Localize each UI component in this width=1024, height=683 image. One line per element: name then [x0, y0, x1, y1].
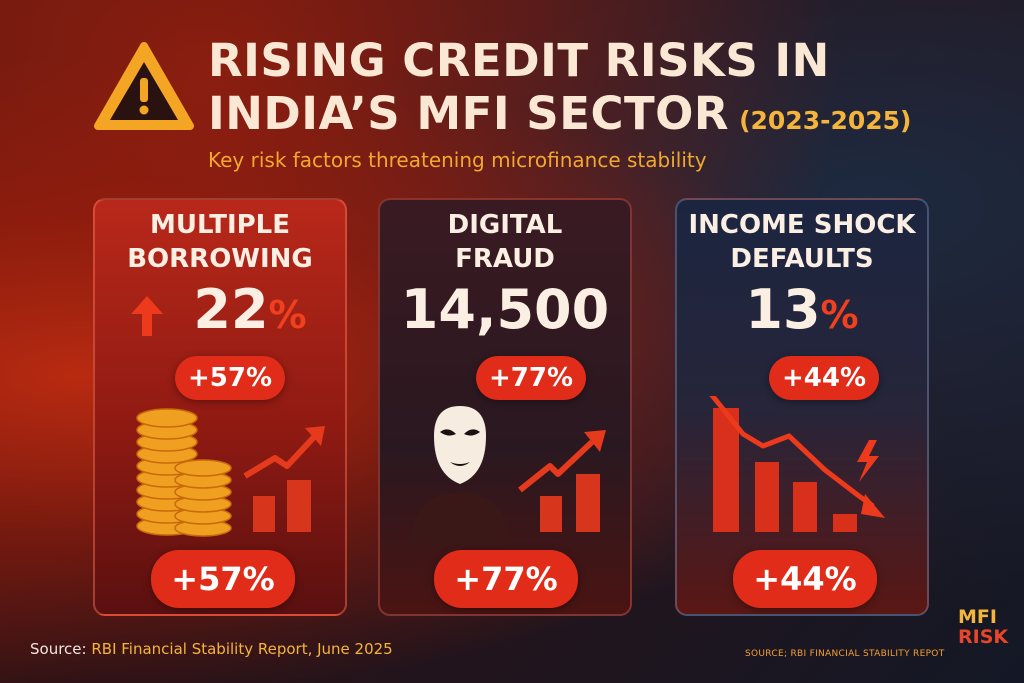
change-badge-small: +57% — [175, 356, 285, 400]
change-badge-small: +77% — [476, 356, 586, 400]
rising-bar-chart-icon — [518, 430, 606, 532]
card-digital-fraud: DIGITAL FRAUD 14,500 +77% +77% — [378, 198, 632, 616]
masked-fraudster-icon — [410, 406, 510, 546]
page-title: RISING CREDIT RISKS IN INDIA’S MFI SECTO… — [208, 34, 911, 147]
title-line-2: INDIA’S MFI SECTOR — [208, 87, 730, 140]
card-value-number: 13 — [745, 278, 821, 341]
warning-icon — [94, 42, 194, 130]
card-title-line-1: MULTIPLE — [149, 210, 291, 240]
card-title-line-2: BORROWING — [127, 244, 313, 274]
card-illustration — [136, 408, 325, 537]
arrow-up-icon — [131, 296, 163, 336]
title-line-1: RISING CREDIT RISKS IN — [208, 34, 830, 87]
card-title-line-1: INCOME SHOCK — [688, 210, 916, 240]
card-value: 14,500 — [380, 280, 630, 340]
card-multiple-borrowing: MULTIPLE BORROWING 22% +57% — [93, 198, 347, 616]
card-illustration — [709, 396, 885, 532]
card-title: DIGITAL FRAUD — [380, 208, 630, 276]
card-title-line-2: FRAUD — [455, 244, 555, 274]
card-income-shock-defaults: INCOME SHOCK DEFAULTS 13% +44% +44% — [675, 198, 929, 616]
card-value-unit: % — [820, 293, 859, 337]
change-badge-large: +77% — [434, 550, 578, 608]
source-label: Source: — [30, 640, 87, 658]
card-value: 13% — [677, 280, 927, 345]
card-value-unit: % — [268, 293, 307, 337]
card-title: INCOME SHOCK DEFAULTS — [677, 208, 927, 276]
card-illustration — [410, 406, 606, 546]
source-text: RBI Financial Stability Report, June 202… — [91, 640, 393, 658]
source-citation: Source: RBI Financial Stability Report, … — [30, 640, 393, 658]
card-title-line-2: DEFAULTS — [730, 244, 874, 274]
rising-bar-chart-icon — [243, 426, 325, 532]
change-badge-large: +44% — [733, 550, 877, 608]
change-badge-large: +57% — [151, 550, 295, 608]
falling-bar-chart-icon — [709, 396, 885, 532]
brand-mark-line-2: RISK — [958, 626, 1009, 648]
coins-icon — [136, 408, 232, 537]
page-subtitle: Key risk factors threatening microfinanc… — [208, 148, 707, 172]
change-badge-small: +44% — [769, 356, 879, 400]
card-title-line-1: DIGITAL — [447, 210, 563, 240]
title-years: (2023-2025) — [739, 106, 912, 135]
card-title: MULTIPLE BORROWING — [95, 208, 345, 276]
card-value: 22% — [155, 280, 345, 345]
card-value-number: 22 — [193, 278, 269, 341]
brand-source: SOURCE; RBI FINANCIAL STABILITY REPOT — [745, 649, 945, 659]
card-value-number: 14,500 — [400, 278, 610, 341]
lightning-icon — [857, 440, 879, 482]
brand-mark-line-1: MFI — [958, 606, 997, 628]
